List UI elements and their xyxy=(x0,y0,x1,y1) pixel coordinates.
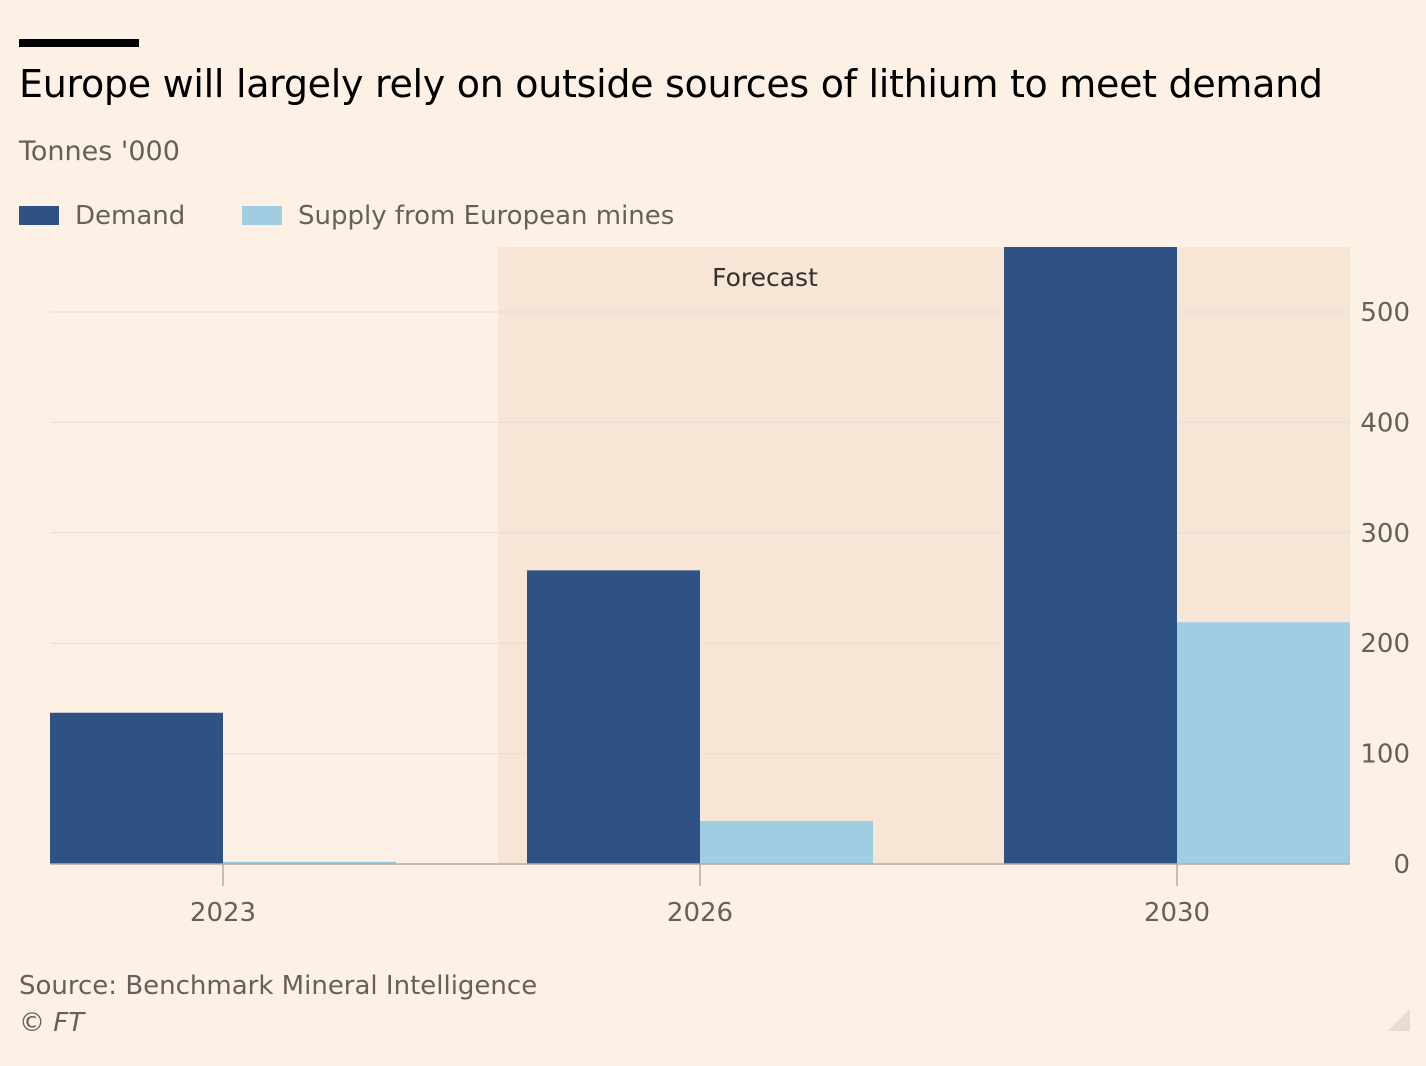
x-tick-label-2030: 2030 xyxy=(1144,898,1210,928)
bar-supply-2026 xyxy=(700,820,873,864)
legend-swatch-demand xyxy=(19,206,59,225)
bar-demand-2026 xyxy=(527,570,700,864)
y-tick-label-0: 0 xyxy=(1393,850,1410,880)
x-tick-label-2026: 2026 xyxy=(667,898,733,928)
bar-demand-2030 xyxy=(1004,247,1177,864)
copyright-note: © FT xyxy=(19,1008,85,1038)
y-tick-label-300: 300 xyxy=(1360,519,1410,549)
source-note: Source: Benchmark Mineral Intelligence xyxy=(19,971,538,1001)
forecast-label: Forecast xyxy=(712,263,818,292)
y-tick-label-100: 100 xyxy=(1360,740,1410,770)
header-rule xyxy=(19,39,139,47)
resize-handle-icon[interactable] xyxy=(1388,1009,1410,1031)
chart-subtitle: Tonnes '000 xyxy=(19,136,180,167)
x-tick-label-2023: 2023 xyxy=(190,898,256,928)
bar-demand-2023 xyxy=(50,712,223,864)
legend-label-demand: Demand xyxy=(75,201,186,231)
legend-label-supply: Supply from European mines xyxy=(298,201,675,231)
y-tick-label-200: 200 xyxy=(1360,629,1410,659)
bar-supply-2030 xyxy=(1177,622,1350,864)
bar-supply-2023 xyxy=(223,861,396,864)
y-tick-label-500: 500 xyxy=(1360,298,1410,328)
y-tick-label-400: 400 xyxy=(1360,408,1410,438)
legend-swatch-supply xyxy=(242,206,282,225)
chart-title: Europe will largely rely on outside sour… xyxy=(19,62,1323,106)
